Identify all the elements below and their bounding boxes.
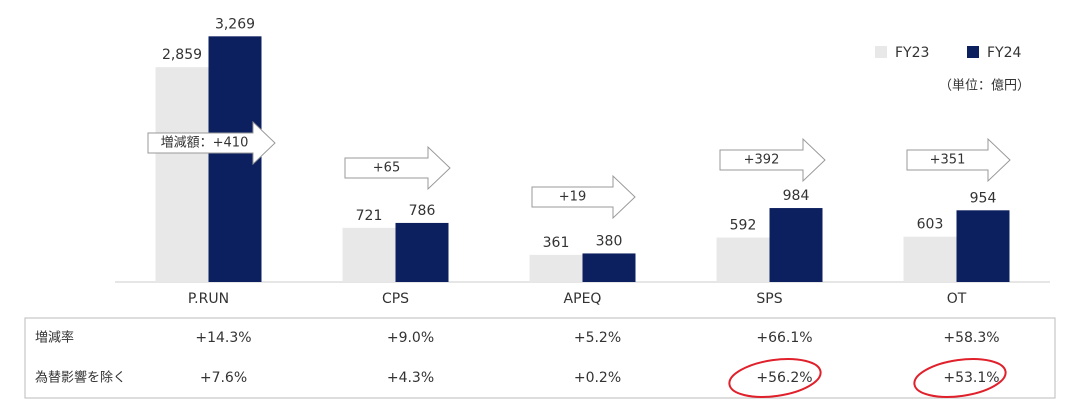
x-tick-label: SPS <box>756 291 782 307</box>
table-cell: +56.2% <box>756 370 812 386</box>
arrow <box>344 145 451 191</box>
arrow <box>719 137 826 183</box>
bar <box>342 227 396 282</box>
bar <box>395 222 449 282</box>
bar <box>716 237 770 282</box>
legend-label: FY24 <box>987 45 1022 61</box>
row-label: 為替影響を除く <box>35 370 126 386</box>
arrow-label: +351 <box>930 153 966 168</box>
highlight-circle <box>728 358 822 398</box>
x-tick-label: OT <box>947 291 967 307</box>
table-cell: +66.1% <box>756 330 812 346</box>
value-label: 954 <box>970 190 997 206</box>
table-cell: +5.2% <box>574 330 621 346</box>
table-frame <box>24 317 1056 399</box>
table-cell: +7.6% <box>200 370 247 386</box>
arrow <box>147 120 276 166</box>
legend-label: FY23 <box>895 45 929 61</box>
value-label: 361 <box>543 235 570 251</box>
arrow <box>906 137 1011 183</box>
unit-note: （単位：億円） <box>939 78 1030 94</box>
bar <box>956 210 1010 282</box>
value-label: 984 <box>783 188 810 204</box>
table-cell: +58.3% <box>943 330 999 346</box>
bar <box>155 67 209 282</box>
value-label: 603 <box>917 217 944 233</box>
legend-swatch <box>967 46 979 58</box>
x-tick-label: APEQ <box>564 291 602 307</box>
highlight-circle <box>913 358 1007 398</box>
legend-swatch <box>875 46 887 58</box>
value-label: 2,859 <box>162 47 202 63</box>
table-cell: +9.0% <box>387 330 434 346</box>
bar <box>769 208 823 282</box>
arrow-label: +65 <box>373 161 400 176</box>
x-tick-label: P.RUN <box>188 291 229 307</box>
value-label: 592 <box>730 218 757 234</box>
value-label: 786 <box>409 203 436 219</box>
row-label: 増減率 <box>35 330 74 346</box>
table-cell: +0.2% <box>574 370 621 386</box>
value-label: 721 <box>356 208 383 224</box>
bar <box>903 236 957 282</box>
arrow-label: 増減額：+410 <box>161 135 249 151</box>
table-cell: +4.3% <box>387 370 434 386</box>
table-cell: +53.1% <box>943 370 999 386</box>
bar <box>529 254 583 282</box>
value-label: 3,269 <box>215 16 255 32</box>
arrow-label: +19 <box>559 190 586 205</box>
table-cell: +14.3% <box>195 330 251 346</box>
value-label: 380 <box>596 233 623 249</box>
arrow-label: +392 <box>744 153 780 168</box>
bar <box>582 253 636 282</box>
x-tick-label: CPS <box>382 291 409 307</box>
arrow <box>531 174 636 220</box>
